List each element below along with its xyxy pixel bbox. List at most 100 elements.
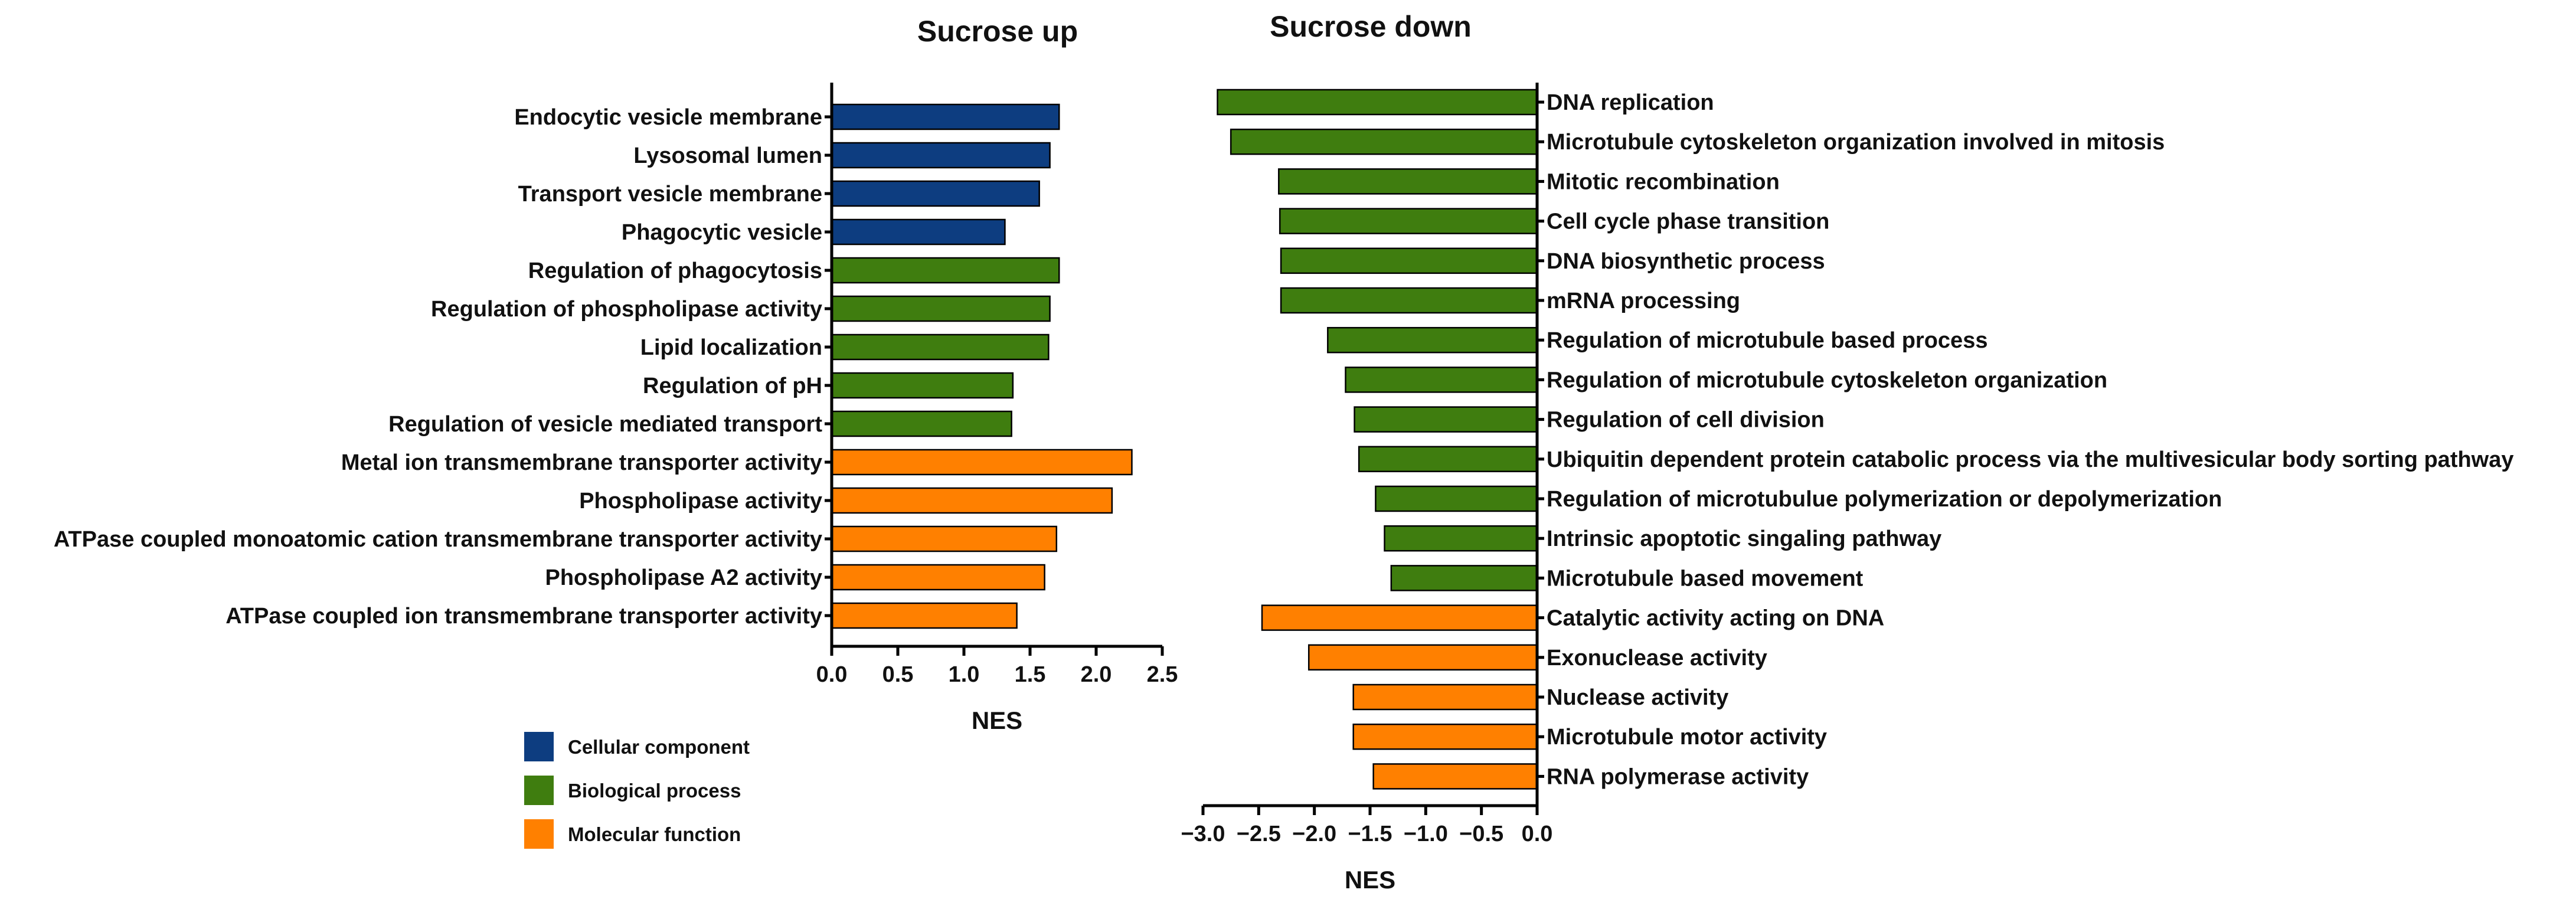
category-label: DNA biosynthetic process — [1547, 249, 1825, 274]
category-label: Phospholipase A2 activity — [545, 565, 822, 590]
bar — [1327, 326, 1538, 354]
category-label: Metal ion transmembrane transporter acti… — [341, 450, 822, 475]
bar — [1217, 89, 1538, 116]
sucrose-up-chart: Sucrose up Endocytic vesicle membrane Lys… — [54, 15, 1178, 734]
category-label: Regulation of microtubule based process — [1547, 328, 1987, 353]
bar — [831, 449, 1133, 476]
category-label: Ubiquitin dependent protein catabolic pr… — [1547, 447, 2514, 472]
bar — [1279, 208, 1538, 234]
x-tick-label: 2.5 — [1147, 662, 1178, 687]
category-label: Regulation of microtubulue polymerizatio… — [1547, 487, 2222, 512]
bar — [1352, 723, 1538, 750]
x-tick-label: −3.0 — [1181, 822, 1225, 846]
sucrose-up-x-ticks: 0.0 0.5 1.0 1.5 2.0 2.5 — [816, 646, 1178, 687]
category-legend: Cellular component Biological process Mole… — [524, 732, 750, 849]
category-label: Lipid localization — [640, 335, 822, 360]
bar — [831, 333, 1050, 361]
sucrose-down-title: Sucrose down — [1270, 10, 1472, 43]
sucrose-down-chart: Sucrose down DNA replication Microtubule … — [1181, 10, 2513, 894]
sucrose-up-axes — [830, 83, 1162, 648]
sucrose-up-title: Sucrose up — [917, 15, 1078, 48]
category-label: ATPase coupled monoatomic cation transme… — [54, 527, 822, 552]
bar — [831, 142, 1051, 169]
legend-swatch — [524, 819, 554, 849]
sucrose-down-x-ticks: −3.0 −2.5 −2.0 −1.5 −1.0 −0.5 0.0 — [1181, 806, 1552, 846]
bar — [1345, 367, 1538, 393]
x-tick-label: −2.0 — [1292, 822, 1336, 846]
legend-item-cc: Cellular component — [524, 732, 750, 761]
x-tick-label: −1.5 — [1348, 822, 1392, 846]
category-label: Microtubule motor activity — [1547, 725, 1827, 750]
legend-label: Cellular component — [568, 736, 750, 758]
category-label: Phospholipase activity — [579, 489, 822, 513]
x-tick-label: 0.5 — [882, 662, 914, 687]
bar — [831, 180, 1040, 207]
x-tick-label: −2.5 — [1237, 822, 1281, 846]
bar — [831, 257, 1060, 284]
bar — [831, 487, 1113, 514]
legend-swatch — [524, 732, 554, 761]
legend-label: Biological process — [568, 780, 741, 802]
bar — [831, 295, 1051, 322]
category-label: Transport vesicle membrane — [518, 182, 822, 207]
bar — [1384, 525, 1538, 552]
category-label: Regulation of phagocytosis — [528, 259, 822, 283]
x-tick-label: 0.0 — [1522, 822, 1553, 846]
bar — [831, 410, 1012, 437]
sucrose-down-axes — [1203, 83, 1539, 807]
category-label: Regulation of vesicle mediated transport — [388, 412, 822, 437]
category-label: RNA polymerase activity — [1547, 764, 1809, 789]
bar — [1390, 565, 1538, 591]
sucrose-up-bars — [831, 103, 1133, 629]
x-tick-label: 0.0 — [816, 662, 848, 687]
category-label: Cell cycle phase transition — [1547, 210, 1829, 234]
category-label: DNA replication — [1547, 90, 1714, 115]
bar — [1352, 683, 1538, 711]
category-label: Nuclease activity — [1547, 685, 1728, 710]
sucrose-down-category-labels: DNA replication Microtubule cytoskeleton … — [1537, 90, 2514, 789]
legend-item-mf: Molecular function — [524, 819, 741, 849]
legend-item-bp: Biological process — [524, 776, 741, 805]
category-label: Microtubule cytoskeleton organization in… — [1547, 130, 2165, 155]
category-label: mRNA processing — [1547, 289, 1740, 313]
category-label: Lysosomal lumen — [633, 143, 822, 168]
category-label: Mitotic recombination — [1547, 169, 1780, 194]
category-label: ATPase coupled ion transmembrane transpo… — [225, 604, 822, 629]
category-label: Regulation of pH — [643, 374, 822, 398]
bar — [831, 602, 1018, 629]
legend-label: Molecular function — [568, 823, 741, 845]
bar — [1354, 406, 1538, 433]
bar — [1307, 644, 1538, 671]
sucrose-down-bars — [1217, 89, 1538, 790]
category-label: Exonuclease activity — [1547, 646, 1767, 670]
x-tick-label: −1.0 — [1404, 822, 1448, 846]
x-tick-label: 2.0 — [1081, 662, 1112, 687]
category-label: Regulation of phospholipase activity — [431, 297, 822, 322]
bar — [1278, 168, 1538, 195]
bar — [831, 564, 1045, 591]
category-label: Regulation of microtubule cytoskeleton o… — [1547, 368, 2107, 393]
legend-swatch — [524, 776, 554, 805]
category-label: Intrinsic apoptotic singaling pathway — [1547, 526, 1941, 551]
sucrose-up-category-labels: Endocytic vesicle membrane Lysosomal lume… — [54, 105, 832, 629]
category-label: Catalytic activity acting on DNA — [1547, 606, 1884, 631]
bar — [1261, 604, 1538, 631]
sucrose-up-x-axis-label: NES — [972, 707, 1022, 734]
bar — [1280, 247, 1538, 274]
category-label: Regulation of cell division — [1547, 408, 1825, 433]
category-label: Phagocytic vesicle — [622, 220, 822, 245]
bar — [1375, 485, 1538, 512]
category-label: Microtubule based movement — [1547, 566, 1864, 591]
sucrose-down-x-axis-label: NES — [1345, 866, 1395, 894]
bar — [831, 372, 1014, 399]
x-tick-label: −0.5 — [1459, 822, 1503, 846]
bar — [831, 525, 1058, 552]
bar — [1280, 287, 1538, 314]
bar — [1358, 446, 1538, 473]
bar — [1230, 128, 1538, 155]
x-tick-label: 1.5 — [1015, 662, 1046, 687]
bar — [831, 218, 1006, 246]
x-tick-label: 1.0 — [949, 662, 980, 687]
bar — [831, 103, 1060, 130]
